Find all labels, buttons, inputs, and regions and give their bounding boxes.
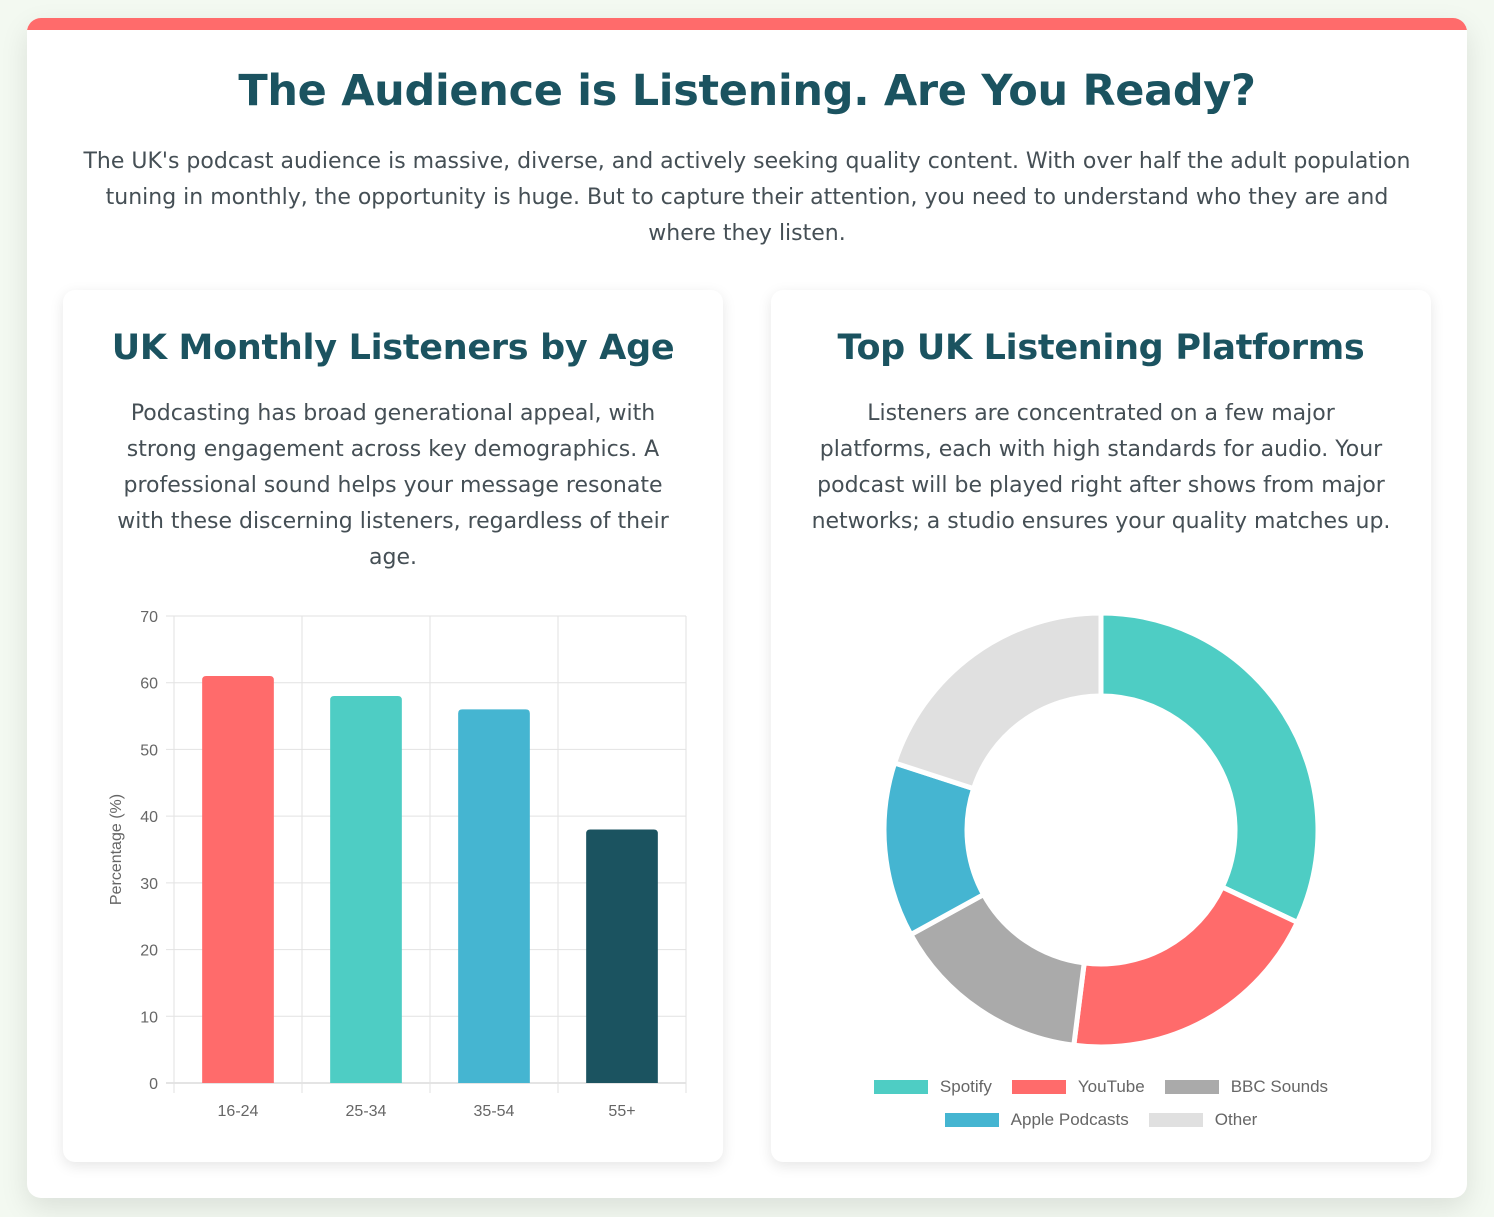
bar-55+ <box>586 829 658 1083</box>
bar-25-34 <box>330 696 402 1083</box>
y-tick-label: 30 <box>140 876 158 893</box>
legend-swatch <box>1011 1079 1066 1094</box>
main-panel: The Audience is Listening. Are You Ready… <box>27 18 1467 1198</box>
platform-chart-card: Top UK Listening Platforms Listeners are… <box>771 290 1431 1162</box>
page-title: The Audience is Listening. Are You Ready… <box>238 66 1256 116</box>
bar-35-54 <box>458 709 530 1083</box>
donut-slice-spotify <box>1098 610 1321 926</box>
platform-donut-chart <box>881 610 1321 1050</box>
y-tick-label: 70 <box>140 609 158 626</box>
x-tick-label: 25-34 <box>346 1103 387 1120</box>
y-tick-label: 20 <box>140 943 158 960</box>
y-tick-label: 40 <box>140 809 158 826</box>
legend-item[interactable]: BBC Sounds <box>1164 1076 1329 1097</box>
platform-card-description: Listeners are concentrated on a few majo… <box>811 401 1391 534</box>
bar-16-24 <box>202 676 274 1083</box>
age-card-title: UK Monthly Listeners by Age <box>111 328 675 368</box>
platform-card-title: Top UK Listening Platforms <box>837 328 1365 368</box>
age-chart-card: UK Monthly Listeners by Age Podcasting h… <box>63 290 723 1162</box>
legend-label: Apple Podcasts <box>1010 1109 1129 1129</box>
legend-label: YouTube <box>1077 1076 1145 1096</box>
x-tick-label: 16-24 <box>218 1103 259 1120</box>
y-tick-label: 60 <box>140 676 158 693</box>
legend-item[interactable]: Other <box>1148 1109 1258 1130</box>
platform-legend: Spotify YouTube BBC Sounds Apple Podcasts O… <box>771 1070 1431 1136</box>
y-axis-title: Percentage (%) <box>108 794 125 905</box>
legend-swatch <box>1148 1112 1203 1127</box>
intro-text: The UK's podcast audience is massive, di… <box>83 149 1411 246</box>
legend-swatch <box>1164 1079 1219 1094</box>
legend-row: Apple Podcasts Other <box>771 1103 1431 1136</box>
legend-item[interactable]: Apple Podcasts <box>944 1109 1129 1130</box>
x-tick-label: 35-54 <box>474 1103 515 1120</box>
legend-label: BBC Sounds <box>1230 1076 1329 1096</box>
legend-item[interactable]: Spotify <box>873 1076 992 1097</box>
donut-slice-youtube <box>1071 883 1301 1050</box>
legend-label: Other <box>1214 1109 1258 1129</box>
y-tick-label: 10 <box>140 1009 158 1026</box>
legend-swatch <box>873 1079 928 1094</box>
y-tick-label: 0 <box>149 1076 158 1093</box>
y-tick-label: 50 <box>140 742 158 759</box>
legend-item[interactable]: YouTube <box>1011 1076 1145 1097</box>
donut-slice-other <box>891 610 1104 792</box>
legend-swatch <box>944 1112 999 1127</box>
legend-row: Spotify YouTube BBC Sounds <box>771 1070 1431 1103</box>
accent-bar <box>27 18 1467 30</box>
age-card-description: Podcasting has broad generational appeal… <box>117 401 669 570</box>
age-bar-chart: 0 10 20 30 40 50 60 70 Percentage (%) 16-24 25-34 3… <box>108 609 687 1120</box>
legend-label: Spotify <box>939 1076 992 1096</box>
x-tick-label: 55+ <box>608 1103 635 1120</box>
